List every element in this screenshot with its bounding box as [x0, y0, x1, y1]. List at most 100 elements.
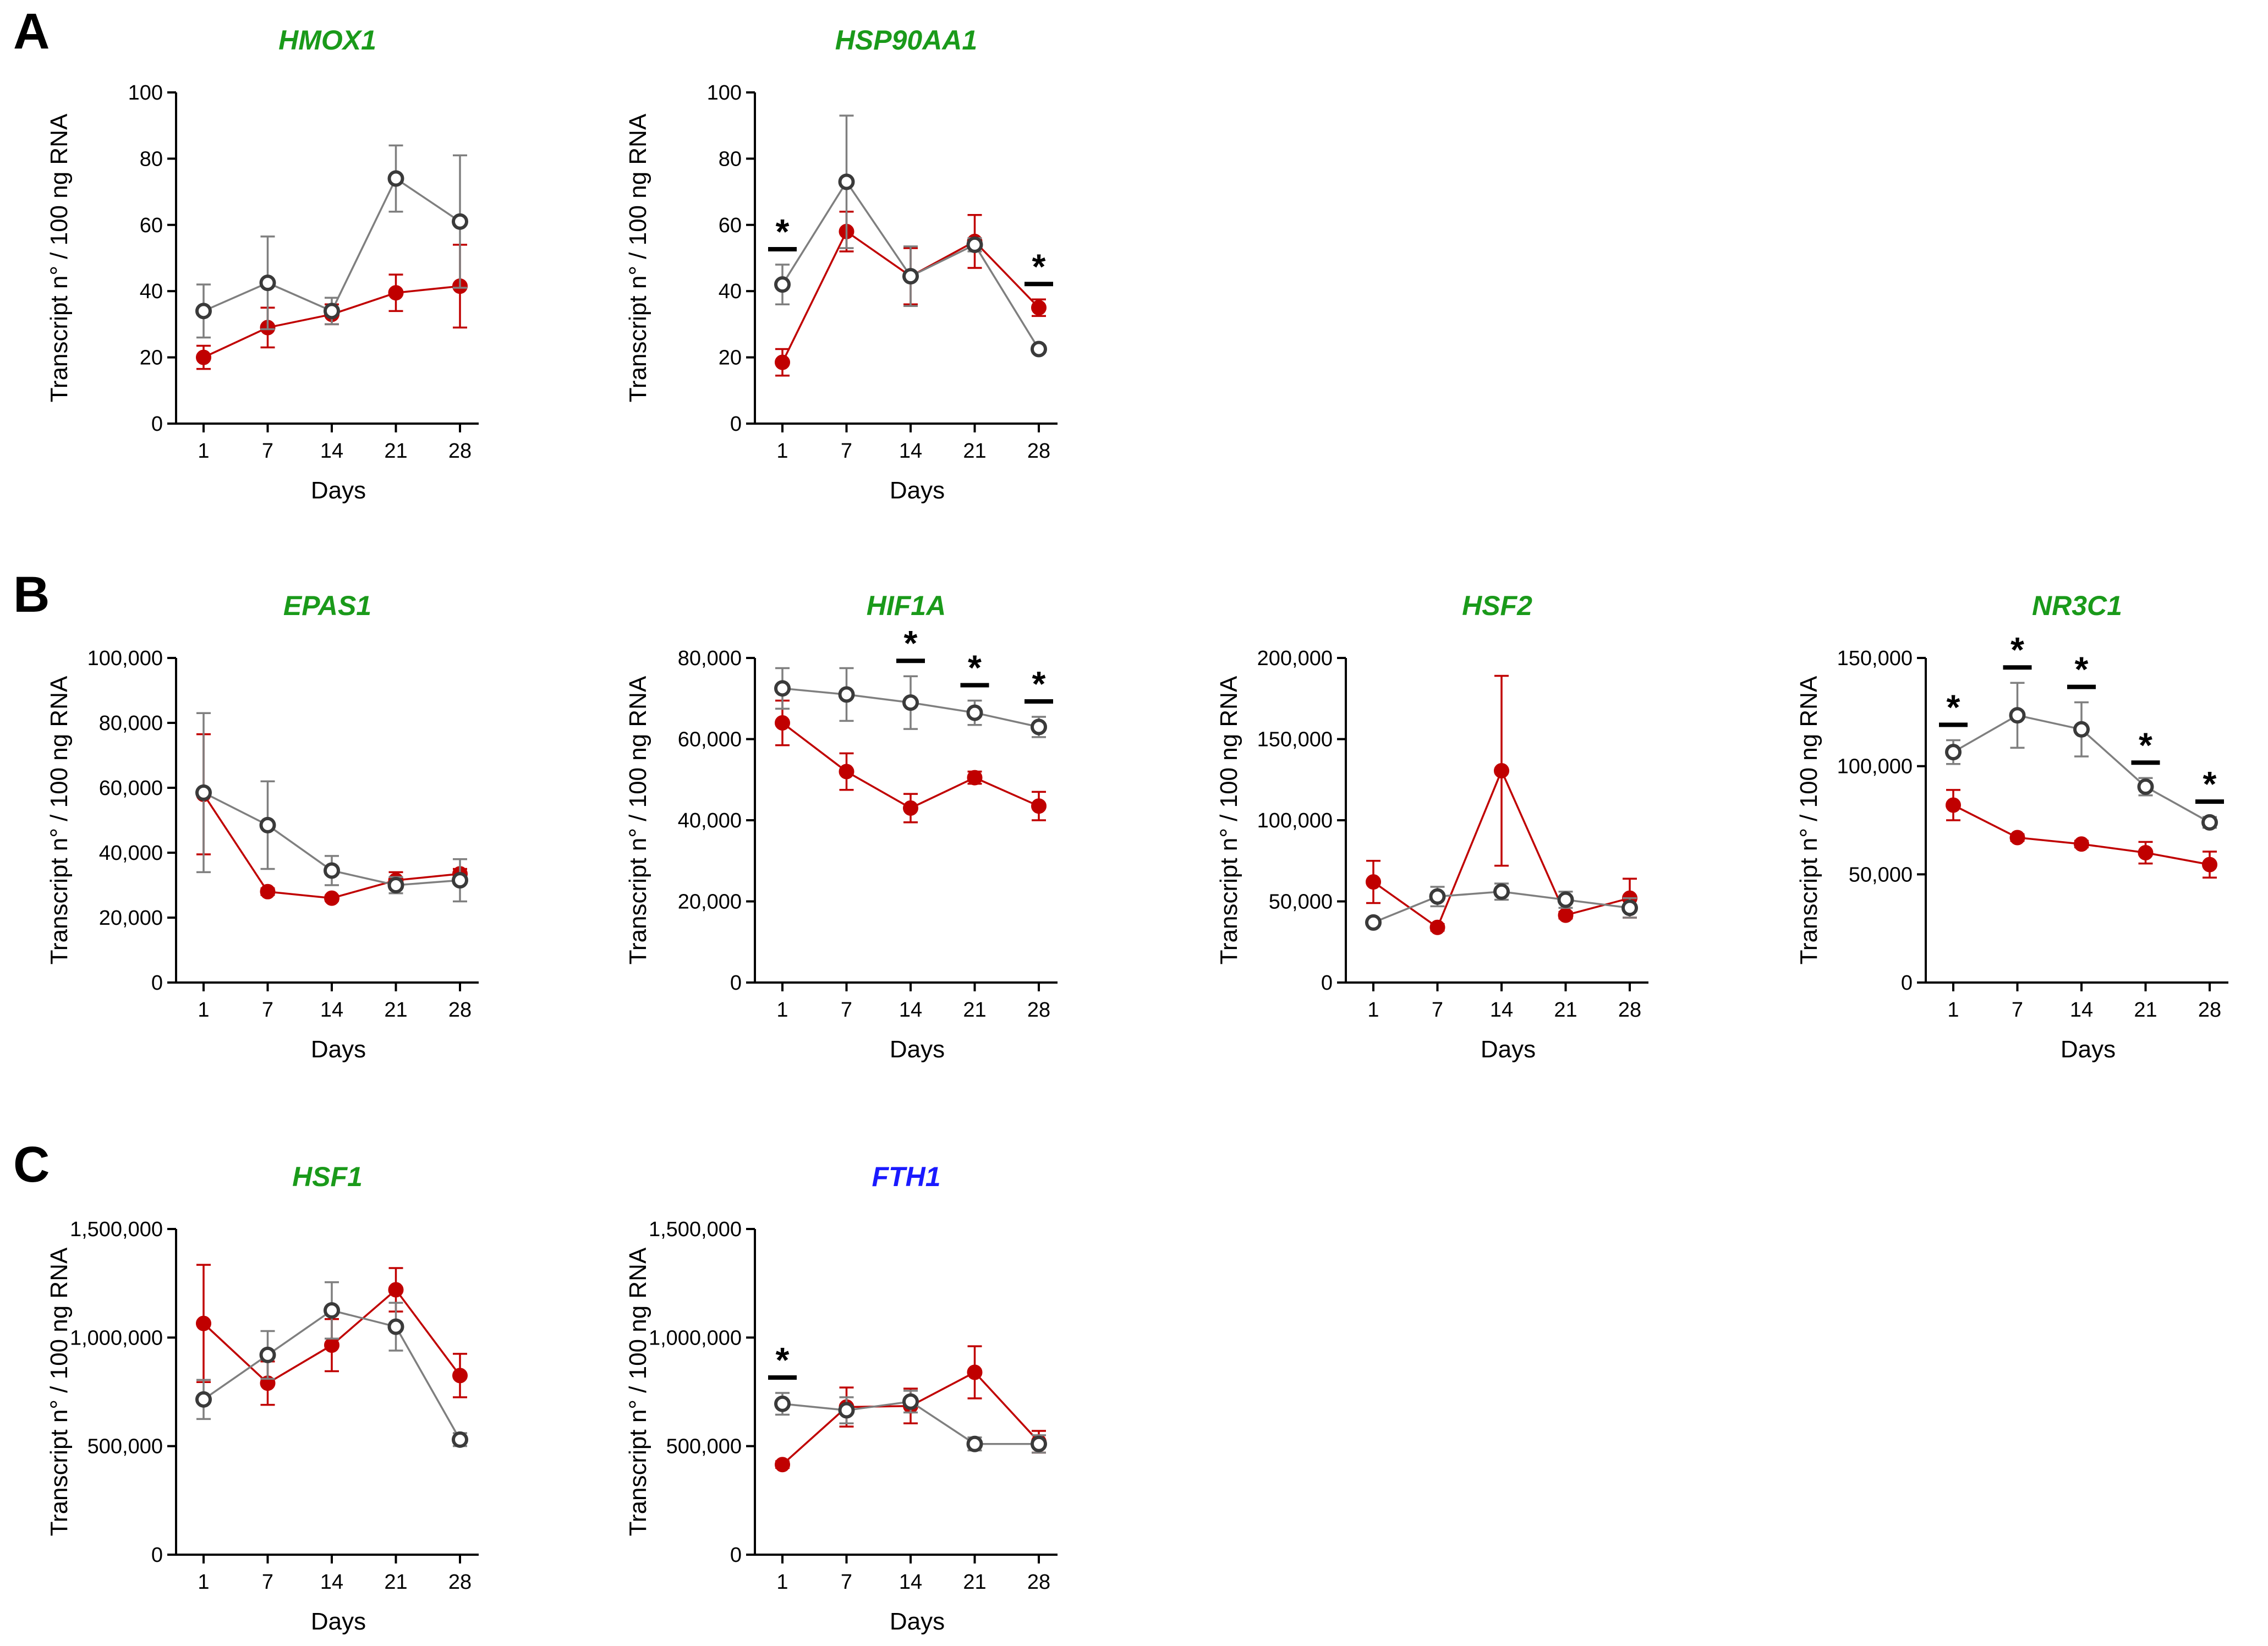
data-point-treated	[196, 349, 211, 365]
data-point-treated	[2074, 836, 2089, 852]
x-tick-label: 14	[320, 1571, 343, 1594]
data-point-control	[1429, 888, 1446, 905]
significance-star: *	[2139, 725, 2152, 765]
y-tick-label: 500,000	[666, 1435, 742, 1458]
data-point-treated	[775, 715, 790, 731]
panel-label-c: C	[13, 1137, 50, 1193]
x-tick-label: 21	[384, 440, 407, 463]
x-axis-label: Days	[311, 477, 366, 504]
y-tick-label: 1,500,000	[70, 1218, 163, 1241]
data-point-control	[2201, 814, 2218, 831]
y-tick-label: 0	[1901, 972, 1913, 995]
x-tick-label: 28	[448, 998, 472, 1022]
significance-star: *	[776, 1340, 790, 1380]
data-point-treated	[1494, 763, 1509, 779]
data-point-treated	[967, 1364, 983, 1380]
data-point-treated	[839, 764, 854, 780]
y-tick-label: 0	[730, 1544, 742, 1567]
data-point-control	[452, 872, 468, 889]
y-tick-label: 1,000,000	[649, 1326, 742, 1349]
x-tick-label: 7	[841, 440, 852, 463]
data-point-treated	[388, 1282, 404, 1298]
chart-hsf2: HSF2 0 50,000 100,000 150,000 200,000 1 7 14 21 28…	[1215, 590, 1648, 1063]
significance-star: *	[1032, 246, 1046, 286]
y-tick-label: 0	[730, 972, 742, 995]
data-point-control	[324, 303, 340, 320]
data-point-treated	[260, 884, 276, 899]
data-point-treated	[775, 354, 790, 370]
x-tick-label: 7	[841, 1571, 852, 1594]
data-point-control	[838, 173, 855, 190]
series-line-treated	[1953, 804, 2210, 866]
data-point-treated	[2202, 857, 2217, 873]
data-point-control	[1945, 744, 1962, 761]
data-point-treated	[388, 285, 404, 301]
series-control	[1945, 682, 2218, 831]
data-point-treated	[324, 890, 339, 906]
x-tick-label: 14	[899, 440, 922, 463]
data-point-treated	[903, 800, 918, 816]
x-tick-label: 21	[384, 1571, 407, 1594]
y-tick-label: 150,000	[1257, 728, 1333, 751]
significance-star: *	[2075, 650, 2089, 689]
series-control	[774, 114, 1047, 358]
chart-title: FTH1	[872, 1161, 941, 1192]
significance-star: *	[904, 623, 918, 663]
chart-epas1: EPAS1 0 20,000 40,000 60,000 80,000 100,000 1 7 1…	[46, 590, 479, 1063]
series-control	[195, 712, 468, 903]
y-tick-label: 20,000	[99, 907, 163, 930]
x-tick-label: 21	[963, 440, 986, 463]
data-point-treated	[324, 1337, 339, 1353]
x-tick-label: 1	[198, 440, 209, 463]
data-point-control	[195, 303, 212, 320]
data-point-control	[1557, 891, 1574, 908]
x-tick-label: 21	[384, 998, 407, 1022]
data-point-control	[324, 862, 340, 879]
y-tick-label: 1,500,000	[649, 1218, 742, 1241]
data-point-treated	[196, 1315, 211, 1331]
data-point-control	[387, 1318, 404, 1335]
y-axis-label: Transcript n° / 100 ng RNA	[46, 1247, 73, 1536]
y-axis-label: Transcript n° / 100 ng RNA	[1795, 676, 1822, 964]
y-tick-label: 20,000	[678, 891, 742, 914]
y-tick-label: 80	[140, 147, 163, 171]
y-tick-label: 0	[151, 1544, 163, 1567]
y-tick-label: 0	[151, 972, 163, 995]
x-tick-label: 14	[1490, 998, 1513, 1022]
y-tick-label: 20	[719, 347, 742, 370]
x-tick-label: 28	[1027, 440, 1050, 463]
data-point-control	[1031, 1435, 1047, 1452]
data-point-control	[1621, 899, 1638, 917]
y-tick-label: 0	[151, 413, 163, 436]
x-tick-label: 21	[963, 1571, 986, 1594]
series-treated	[1946, 789, 2217, 879]
x-tick-label: 14	[2070, 998, 2093, 1022]
y-tick-label: 40	[719, 280, 742, 303]
data-point-treated	[775, 1457, 790, 1473]
chart-title: HIF1A	[867, 590, 946, 621]
y-axis-label: Transcript n° / 100 ng RNA	[624, 1247, 651, 1536]
x-tick-label: 1	[776, 440, 788, 463]
x-tick-label: 7	[262, 440, 273, 463]
data-point-control	[774, 276, 791, 293]
chart-hsp90aa1: HSP90AA1 0 20 40 60 80 100 1 7 14 21 28 Days Transcri…	[624, 25, 1058, 504]
data-point-treated	[1946, 797, 1961, 813]
x-tick-label: 1	[1367, 998, 1379, 1022]
data-point-control	[838, 686, 855, 703]
x-tick-label: 1	[776, 1571, 788, 1594]
chart-title: HSF1	[292, 1161, 363, 1192]
significance-star: *	[1032, 664, 1046, 704]
y-tick-label: 150,000	[1837, 647, 1913, 670]
y-axis-label: Transcript n° / 100 ng RNA	[46, 113, 73, 402]
data-point-treated	[1366, 874, 1381, 890]
y-tick-label: 100,000	[87, 647, 163, 670]
y-tick-label: 100	[128, 81, 163, 105]
x-tick-label: 28	[448, 1571, 472, 1594]
x-tick-label: 21	[963, 998, 986, 1022]
y-axis-label: Transcript n° / 100 ng RNA	[46, 676, 73, 964]
data-point-control	[1031, 341, 1047, 358]
significance-star: *	[2203, 764, 2217, 804]
x-axis-label: Days	[890, 477, 945, 504]
x-tick-label: 14	[320, 998, 343, 1022]
y-tick-label: 0	[730, 413, 742, 436]
